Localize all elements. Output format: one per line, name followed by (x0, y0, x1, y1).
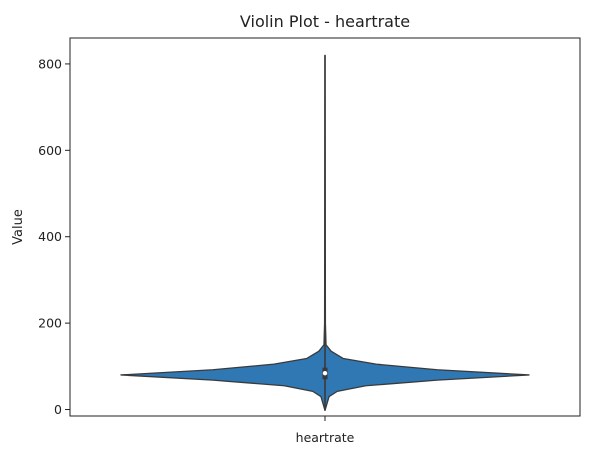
violin-group (120, 54, 530, 412)
y-axis-label: Value (11, 209, 26, 245)
y-tick-label: 800 (38, 56, 62, 71)
y-tick-label: 600 (38, 143, 62, 158)
y-tick-label: 0 (54, 402, 62, 417)
y-axis: 0 200 400 600 800 (38, 56, 70, 417)
chart-title: Violin Plot - heartrate (240, 12, 410, 31)
x-tick-label: heartrate (296, 430, 355, 445)
y-tick-label: 400 (38, 229, 62, 244)
y-tick-label: 200 (38, 316, 62, 331)
x-axis: heartrate (296, 416, 355, 445)
violin-median-marker (322, 371, 328, 376)
